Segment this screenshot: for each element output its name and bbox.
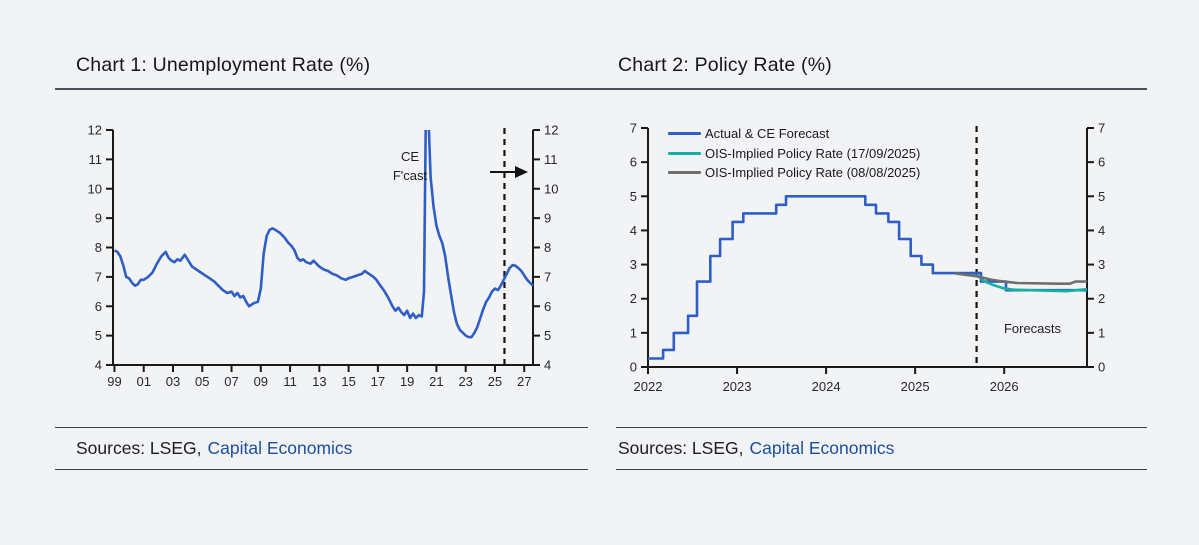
svg-text:3: 3 <box>1098 257 1105 272</box>
legend-item-ois-08-08-2025: OIS-Implied Policy Rate (08/08/2025) <box>668 163 920 183</box>
svg-text:11: 11 <box>544 152 558 167</box>
svg-text:8: 8 <box>95 240 102 255</box>
series-line <box>975 273 1088 293</box>
svg-text:21: 21 <box>429 374 443 389</box>
svg-text:6: 6 <box>630 155 637 170</box>
svg-text:11: 11 <box>283 374 297 389</box>
sources-text: Sources: LSEG, <box>618 438 744 458</box>
svg-text:17: 17 <box>371 374 385 389</box>
sources-text: Sources: LSEG, <box>76 438 202 458</box>
svg-text:7: 7 <box>630 121 637 136</box>
svg-text:6: 6 <box>1098 155 1105 170</box>
svg-text:2: 2 <box>630 291 637 306</box>
capital-economics-link[interactable]: Capital Economics <box>749 438 895 458</box>
svg-text:7: 7 <box>544 269 551 284</box>
legend-label: Actual & CE Forecast <box>705 126 830 142</box>
svg-text:27: 27 <box>517 374 531 389</box>
svg-text:03: 03 <box>166 374 180 389</box>
svg-text:4: 4 <box>1098 223 1105 238</box>
legend-label: OIS-Implied Policy Rate (17/09/2025) <box>705 145 921 161</box>
legend-item-ois-17-09-2025: OIS-Implied Policy Rate (17/09/2025) <box>668 144 920 164</box>
svg-text:1: 1 <box>1098 325 1105 340</box>
svg-text:1: 1 <box>630 325 637 340</box>
series-line <box>955 272 1087 285</box>
svg-text:5: 5 <box>1098 189 1105 204</box>
svg-text:25: 25 <box>488 374 502 389</box>
svg-text:5: 5 <box>95 328 102 343</box>
svg-text:12: 12 <box>88 123 102 138</box>
svg-text:10: 10 <box>544 181 558 196</box>
svg-text:15: 15 <box>341 374 355 389</box>
svg-text:10: 10 <box>88 181 102 196</box>
svg-text:9: 9 <box>95 211 102 226</box>
forecasts-region-label: Forecasts <box>1003 321 1062 336</box>
legend-label: OIS-Implied Policy Rate (08/08/2025) <box>705 165 921 181</box>
svg-text:2: 2 <box>1098 291 1105 306</box>
svg-text:4: 4 <box>630 223 637 238</box>
svg-text:0: 0 <box>1098 360 1105 375</box>
series-line <box>648 195 1087 360</box>
actual-ce-forecast-line-swatch <box>668 132 701 136</box>
chart1-sources-row: Sources: LSEG, Capital Economics <box>55 427 588 470</box>
svg-text:2022: 2022 <box>634 379 663 394</box>
legend-item-actual-ce-forecast: Actual & CE Forecast <box>668 124 920 144</box>
series-line <box>113 130 534 339</box>
ce-forecast-annotation-line1: CE <box>400 149 420 164</box>
svg-text:6: 6 <box>95 299 102 314</box>
ois-08-08-line-swatch <box>668 171 701 175</box>
policy-rate-chart-canvas: 0 0 1 1 2 2 3 3 4 4 5 5 6 6 7 7 2022 2023 2024 2025 2026 <box>630 121 1105 395</box>
svg-text:7: 7 <box>1098 121 1105 136</box>
title-divider-rule <box>55 88 1147 90</box>
svg-text:01: 01 <box>136 374 150 389</box>
svg-text:9: 9 <box>544 211 551 226</box>
ce-forecast-annotation-line2: F'cast <box>392 168 428 183</box>
svg-text:4: 4 <box>544 358 551 373</box>
svg-text:6: 6 <box>544 299 551 314</box>
chart2-title: Chart 2: Policy Rate (%) <box>618 54 832 76</box>
svg-text:05: 05 <box>195 374 209 389</box>
svg-text:3: 3 <box>630 257 637 272</box>
svg-text:13: 13 <box>312 374 326 389</box>
svg-text:09: 09 <box>254 374 268 389</box>
svg-text:19: 19 <box>400 374 414 389</box>
svg-text:12: 12 <box>544 123 558 138</box>
chart2-sources-row: Sources: LSEG, Capital Economics <box>616 427 1147 470</box>
svg-text:23: 23 <box>458 374 472 389</box>
svg-text:11: 11 <box>89 152 103 167</box>
svg-text:5: 5 <box>544 328 551 343</box>
chart1-title: Chart 1: Unemployment Rate (%) <box>76 54 371 76</box>
ce-forecast-arrow-head <box>515 166 528 178</box>
svg-text:99: 99 <box>107 374 121 389</box>
capital-economics-link[interactable]: Capital Economics <box>207 438 353 458</box>
svg-text:8: 8 <box>544 240 551 255</box>
ois-17-09-line-swatch <box>668 151 701 155</box>
svg-text:2024: 2024 <box>812 379 841 394</box>
svg-text:7: 7 <box>95 269 102 284</box>
svg-text:2026: 2026 <box>990 379 1019 394</box>
svg-text:2025: 2025 <box>901 379 930 394</box>
svg-text:07: 07 <box>224 374 238 389</box>
svg-text:5: 5 <box>630 189 637 204</box>
svg-text:4: 4 <box>95 358 102 373</box>
svg-text:2023: 2023 <box>723 379 752 394</box>
svg-text:0: 0 <box>630 360 637 375</box>
chart2-legend: Actual & CE Forecast OIS-Implied Policy … <box>668 124 920 183</box>
